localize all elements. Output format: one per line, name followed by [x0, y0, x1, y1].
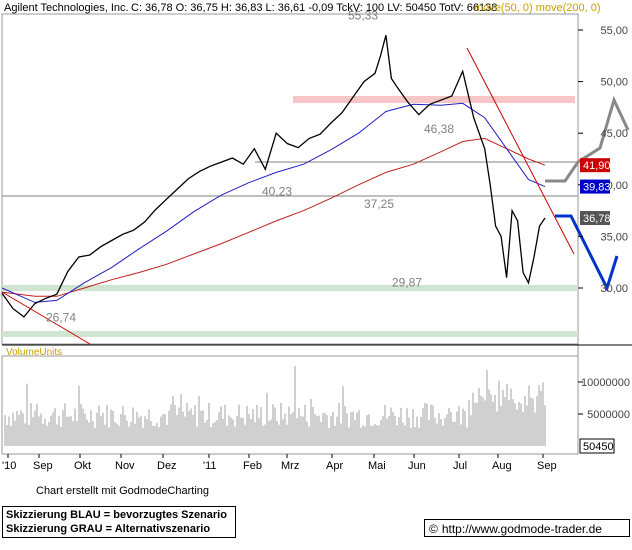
header-ticker-name: Agilent Technologies, Inc. — [4, 2, 129, 14]
value-tag-label: 39,83 — [583, 182, 611, 194]
price-polyline — [1, 35, 546, 318]
vol-y-tick-label: 10000000 — [581, 377, 630, 389]
vol-y-tick-label: 5000000 — [587, 409, 630, 421]
value-tag-box — [580, 158, 610, 173]
value-tag-box — [580, 211, 610, 226]
value-tag-label: 36,78 — [583, 213, 611, 225]
legend-grey-scenario: Skizzierung GRAU = Alternativszenario — [6, 523, 211, 535]
ma200-polyline — [1, 137, 546, 297]
x-tick-label: Feb — [243, 460, 262, 472]
chart-credit: Chart erstellt mit GodmodeCharting — [36, 485, 210, 497]
x-tick-label: Jun — [408, 460, 426, 472]
ma200-line — [1, 137, 546, 297]
x-tick-label: Aug — [492, 460, 512, 472]
level-label: 46,38 — [424, 122, 454, 136]
ma50-line — [1, 102, 546, 303]
level-label: 26,74 — [46, 311, 76, 325]
ma50-polyline — [1, 102, 546, 303]
website-url[interactable]: http://www.godmode-trader.de — [441, 522, 602, 536]
y-tick-label: 35,00 — [600, 231, 628, 243]
downtrend-line-right — [466, 47, 575, 255]
x-tick-label: Apr — [326, 460, 343, 472]
copyright-icon: © — [429, 522, 438, 536]
vol-last-value-label: 50450 — [583, 441, 614, 453]
resistance-band — [293, 96, 575, 103]
x-tick-label: Okt — [74, 460, 91, 472]
volume-panel-frame — [1, 355, 579, 455]
x-tick-label: Mrz — [281, 460, 299, 472]
y-tick-label: 55,00 — [600, 25, 628, 37]
time-x-axis: '10 Sep Okt Nov Dez '11 Feb Mrz Apr Mai Jun Jul Aug S… — [2, 454, 557, 472]
header-quote-line: C: 36,78 O: 36,75 H: 36,83 L: 36,61 -0,0… — [131, 2, 497, 14]
price-panel-frame — [1, 13, 579, 345]
y-tick-label: 30,00 — [600, 283, 628, 295]
level-label: 40,23 — [262, 184, 292, 198]
price-line — [1, 35, 546, 318]
vol-last-value-box — [579, 438, 615, 454]
legend-blue-scenario: Skizzierung BLAU = bevorzugtes Szenario — [6, 509, 227, 521]
level-label: 37,25 — [364, 197, 394, 211]
x-tick-label: Nov — [115, 460, 135, 472]
volume-panel-label: VolumeUnits — [6, 347, 62, 358]
volume-y-axis: 10000000 5000000 50450 — [578, 377, 630, 454]
x-tick-label: Mai — [368, 460, 386, 472]
value-tag-box — [580, 179, 610, 194]
level-label: 55,33 — [348, 9, 378, 23]
y-tick-label: 45,00 — [600, 128, 628, 140]
level-labels: 55,33 46,38 40,23 37,25 29,87 26,74 — [46, 9, 454, 325]
header-moving-averages: move(50, 0) move(200, 0) — [474, 2, 601, 14]
value-tag-label: 41,90 — [583, 160, 611, 172]
volume-bars — [4, 366, 546, 446]
x-tick-label: Dez — [157, 460, 177, 472]
value-tags: 41,90 39,83 36,78 — [580, 158, 611, 226]
website-link-box[interactable]: © http://www.godmode-trader.de — [424, 519, 630, 537]
y-tick-label: 50,00 — [600, 77, 628, 89]
scenario-legend: Skizzierung BLAU = bevorzugtes Szenario … — [2, 506, 236, 538]
blue-scenario-path — [555, 214, 619, 292]
x-tick-label: Sep — [537, 460, 557, 472]
level-label: 29,87 — [392, 275, 422, 289]
grey-scenario-path — [545, 95, 630, 183]
x-tick-label: '11 — [203, 460, 217, 472]
support-band-29 — [2, 285, 578, 291]
x-tick-label: Sep — [33, 460, 53, 472]
x-tick-label: Jul — [453, 460, 467, 472]
x-tick-label: '10 — [2, 460, 16, 472]
support-band-26 — [2, 331, 578, 337]
downtrend-line-left — [1, 291, 91, 345]
